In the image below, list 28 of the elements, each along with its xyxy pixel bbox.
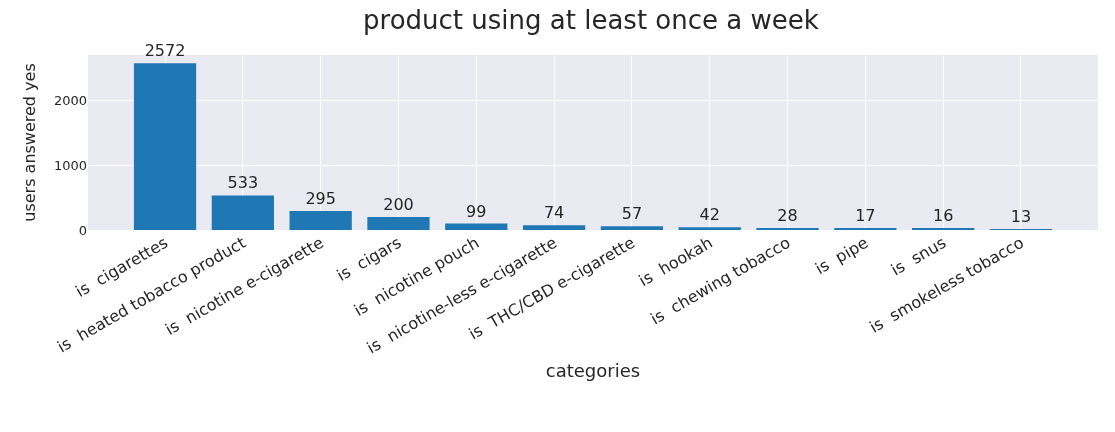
data-label: 295 xyxy=(305,188,336,208)
bar xyxy=(289,210,352,230)
y-tick-label: 2000 xyxy=(53,92,87,108)
y-tick-label: 0 xyxy=(78,222,87,238)
data-label: 16 xyxy=(932,206,954,225)
data-label: 17 xyxy=(855,206,876,225)
data-label: 42 xyxy=(699,205,720,225)
data-label: 2572 xyxy=(144,41,186,61)
data-label: 74 xyxy=(543,203,565,223)
data-label: 533 xyxy=(227,173,259,193)
bar xyxy=(600,226,664,230)
bar xyxy=(522,225,586,230)
bar xyxy=(678,227,741,230)
bar xyxy=(367,217,430,230)
data-label: 28 xyxy=(777,206,798,225)
bar xyxy=(133,63,197,230)
data-label: 200 xyxy=(383,195,414,215)
x-tick-label: is snus xyxy=(887,232,950,280)
chart-title: product using at least once a week xyxy=(363,5,819,35)
data-label: 57 xyxy=(621,204,643,224)
bar xyxy=(211,195,274,230)
data-label: 99 xyxy=(466,201,487,221)
y-axis-title: users answered yes xyxy=(19,63,39,222)
bar xyxy=(445,223,508,230)
x-tick-label: is pipe xyxy=(811,232,872,279)
y-tick-label: 1000 xyxy=(53,157,87,173)
data-label: 13 xyxy=(1010,207,1032,226)
x-axis-title: categories xyxy=(545,360,641,382)
